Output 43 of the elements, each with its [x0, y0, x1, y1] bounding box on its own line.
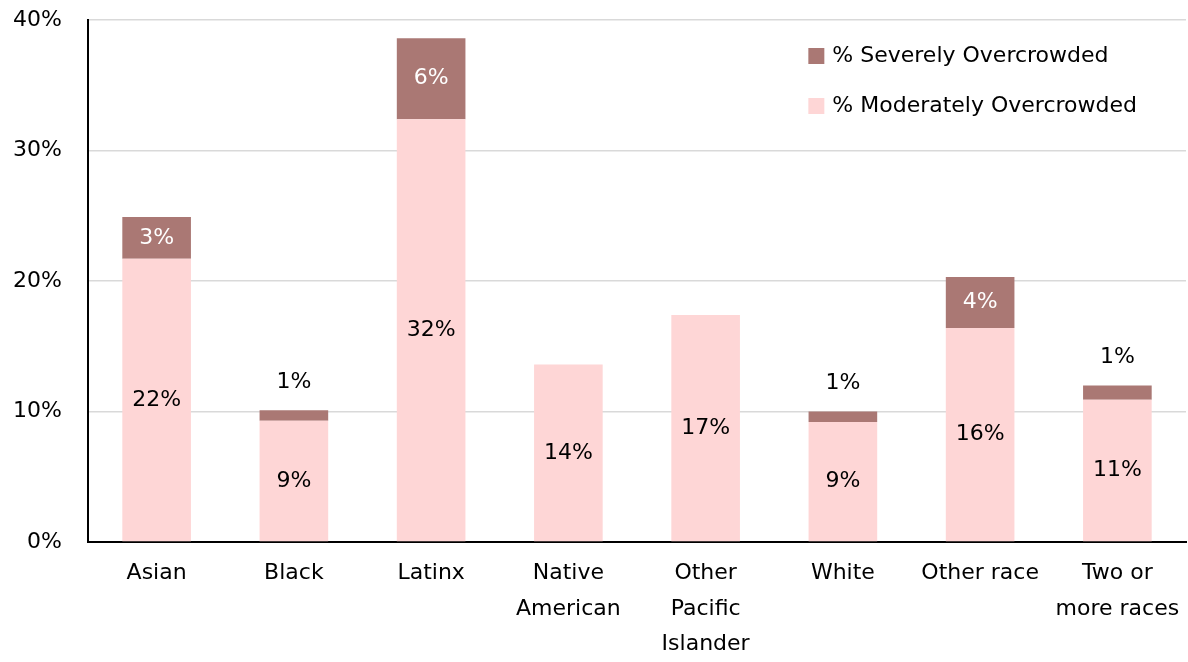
bar [259, 410, 329, 421]
data-label: 14% [543, 438, 593, 464]
bar [396, 119, 466, 542]
bar [671, 314, 740, 542]
x-tick-label: Latinx [397, 559, 465, 585]
bar [945, 277, 1015, 328]
data-label: 3% [139, 223, 175, 249]
data-label: 32% [406, 315, 456, 341]
data-label: 1% [276, 367, 312, 393]
data-label: 1% [825, 369, 861, 395]
y-tick-label: 20% [13, 266, 62, 292]
data-label: 17% [681, 413, 731, 439]
x-tick-label: Two or more races [1055, 559, 1180, 620]
bar [808, 421, 878, 542]
x-tick-label: Black [264, 559, 324, 585]
data-label: 22% [132, 385, 182, 411]
bar [122, 217, 191, 259]
data-label: 11% [1092, 456, 1142, 482]
data-label: 9% [825, 467, 861, 493]
bar [1083, 385, 1152, 400]
x-tick-label: Other Pacific Islander [661, 559, 751, 655]
bar [945, 327, 1015, 542]
data-label: 4% [962, 288, 998, 314]
bar [259, 420, 329, 542]
x-tick-label: Native American [516, 559, 621, 620]
bar [122, 258, 191, 542]
data-label: 16% [955, 420, 1005, 446]
legend-label: % Moderately Overcrowded [832, 91, 1138, 117]
data-label: 1% [1099, 343, 1135, 369]
y-tick-label: 10% [13, 397, 62, 423]
data-label: 6% [413, 64, 449, 90]
y-tick-label: 0% [27, 527, 62, 553]
y-tick-label: 40% [13, 5, 62, 31]
x-tick-label: White [810, 559, 875, 585]
bar [396, 38, 466, 120]
bar [534, 364, 603, 542]
x-tick-label: Other race [921, 559, 1039, 585]
legend-label: % Severely Overcrowded [832, 41, 1109, 67]
bar [1083, 399, 1152, 542]
y-tick-label: 30% [13, 136, 62, 162]
bar [808, 411, 878, 422]
data-label: 9% [276, 466, 312, 492]
x-tick-label: Asian [126, 559, 187, 585]
